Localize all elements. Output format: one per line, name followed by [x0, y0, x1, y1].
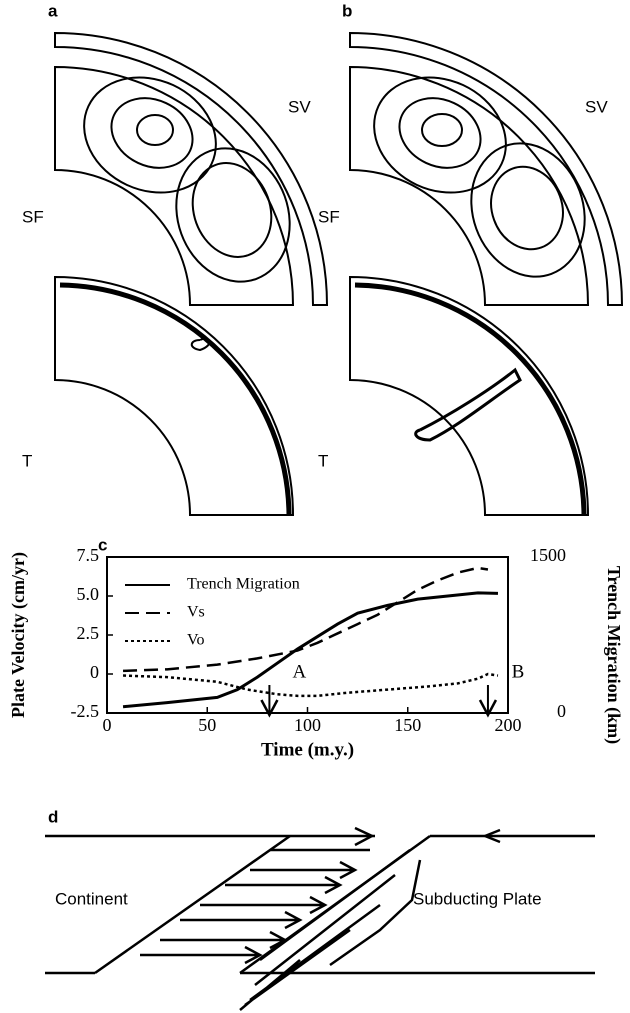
series-line [122, 566, 489, 673]
y2-tick-label: 1500 [530, 545, 566, 565]
legend-label: Vs [187, 604, 205, 621]
t-label: T [318, 451, 328, 470]
x-tick-label: 100 [294, 715, 321, 735]
t-label: T [22, 451, 32, 470]
subducting-label: Subducting Plate [413, 889, 542, 908]
panel-label: d [48, 807, 58, 826]
panel-label: c [98, 535, 107, 554]
legend-label: Trench Migration [187, 576, 300, 593]
sv-label: SV [288, 97, 311, 116]
annotation: B [512, 661, 525, 682]
sf-label: SF [22, 207, 44, 226]
sf-label: SF [318, 207, 340, 226]
continent-label: Continent [55, 889, 128, 908]
x-axis-title: Time (m.y.) [261, 739, 354, 760]
panel-a-shapes [54, 31, 329, 516]
x-tick-label: 150 [394, 715, 421, 735]
series-line [122, 591, 499, 709]
y-tick-label: 5.0 [77, 584, 100, 604]
panel-label: b [342, 1, 352, 20]
y-tick-label: 2.5 [77, 623, 100, 643]
y-tick-label: 0 [90, 662, 99, 682]
x-tick-label: 200 [495, 715, 522, 735]
sv-label: SV [585, 97, 608, 116]
y2-tick-label: 0 [557, 701, 566, 721]
x-tick-label: 0 [103, 715, 112, 735]
panel-b-shapes [349, 31, 624, 516]
x-tick-label: 50 [198, 715, 216, 735]
annotation-arrowhead [478, 699, 498, 718]
annotation: A [293, 661, 307, 682]
series-line [122, 672, 499, 698]
plot-frame [106, 556, 509, 714]
annotation-arrowhead [260, 699, 279, 718]
y-tick-label: -2.5 [71, 701, 100, 721]
panel-label: a [48, 1, 58, 20]
y-axis-title: Plate Velocity (cm/yr) [8, 552, 29, 718]
legend-label: Vo [187, 632, 205, 649]
y-tick-label: 7.5 [77, 545, 100, 565]
panel-d-shapes [45, 826, 595, 1011]
y2-axis-title: Trench Migration (km) [603, 566, 624, 744]
